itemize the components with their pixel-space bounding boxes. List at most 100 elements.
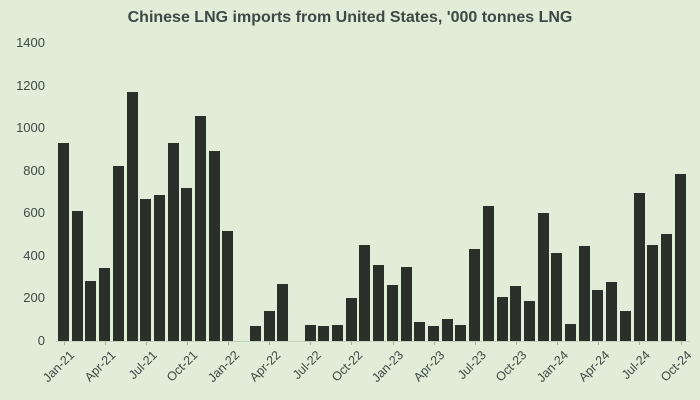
bar-slot <box>496 43 508 341</box>
bar-slot <box>427 43 439 341</box>
bar <box>373 265 385 341</box>
x-tick-label: Jan-24 <box>534 348 571 385</box>
bar <box>345 298 357 341</box>
x-tick-mark <box>639 342 641 345</box>
bar-slot <box>345 43 357 341</box>
y-tick-label: 400 <box>23 247 45 263</box>
x-tick-label: Jan-23 <box>369 348 407 385</box>
bar-slot <box>263 43 275 341</box>
bar <box>112 166 124 341</box>
bar <box>249 326 261 341</box>
y-tick-label: 1000 <box>16 120 45 136</box>
bar-slot <box>126 43 138 341</box>
x-tick-label: Apr-21 <box>82 348 119 385</box>
x-tick-label: Jul-23 <box>454 348 489 382</box>
bar-slot <box>537 43 549 341</box>
x-tick-mark <box>680 342 682 345</box>
bar-series <box>58 43 686 341</box>
y-tick-label: 600 <box>23 205 45 221</box>
x-tick-mark <box>104 342 106 345</box>
bar-slot <box>359 43 371 341</box>
bar <box>318 326 330 341</box>
bar <box>140 199 152 341</box>
bar <box>482 205 494 341</box>
bar <box>85 281 97 341</box>
bar <box>619 311 631 341</box>
x-tick-label: Jan-22 <box>204 348 242 385</box>
bar <box>565 323 577 341</box>
bar-slot <box>619 43 631 341</box>
bar <box>510 285 522 341</box>
bar-slot <box>606 43 618 341</box>
y-tick-label: 200 <box>23 290 45 306</box>
x-tick-label: Jul-22 <box>290 348 325 382</box>
bar-slot <box>510 43 522 341</box>
bar-slot <box>208 43 220 341</box>
bar-slot <box>674 43 686 341</box>
bar <box>277 283 289 341</box>
bar <box>304 325 316 341</box>
x-tick-mark <box>228 342 230 345</box>
bar <box>578 246 590 341</box>
x-tick-mark <box>351 342 353 345</box>
bar-slot <box>551 43 563 341</box>
x-tick-label: Jul-24 <box>619 348 654 382</box>
bar <box>523 300 535 341</box>
bar <box>99 267 111 341</box>
x-tick-mark <box>598 342 600 345</box>
bar-slot <box>181 43 193 341</box>
x-tick-mark <box>145 342 147 345</box>
x-tick-mark <box>63 342 65 345</box>
bar <box>222 231 234 341</box>
bar-slot <box>482 43 494 341</box>
bar-slot <box>99 43 111 341</box>
bar <box>332 325 344 341</box>
x-tick-mark <box>310 342 312 345</box>
bar-slot <box>236 43 247 341</box>
bar-slot <box>633 43 645 341</box>
bar-slot <box>167 43 179 341</box>
x-tick-mark <box>392 342 394 345</box>
bar <box>153 195 165 341</box>
bar-slot <box>469 43 481 341</box>
bar-slot <box>195 43 207 341</box>
bar-slot <box>578 43 590 341</box>
y-tick-label: 800 <box>23 162 45 178</box>
bar-slot <box>304 43 316 341</box>
x-tick-label: Apr-23 <box>411 348 448 385</box>
bar <box>71 211 83 341</box>
x-tick-label: Oct-22 <box>328 348 366 385</box>
x-tick-label: Jan-21 <box>40 348 78 385</box>
x-tick-mark <box>474 342 476 345</box>
bar-slot <box>318 43 330 341</box>
bar-slot <box>249 43 261 341</box>
bar-slot <box>85 43 97 341</box>
bar <box>660 233 672 341</box>
bar <box>167 143 179 341</box>
bar-slot <box>455 43 467 341</box>
bar-slot <box>565 43 577 341</box>
bar <box>414 321 426 341</box>
bar-slot <box>660 43 672 341</box>
bar <box>455 325 467 341</box>
x-tick-mark <box>557 342 559 345</box>
bar-slot <box>523 43 535 341</box>
x-tick-label: Jul-21 <box>125 348 160 382</box>
x-tick-mark <box>433 342 435 345</box>
bar-slot <box>441 43 453 341</box>
bar-slot <box>222 43 234 341</box>
bar <box>633 193 645 341</box>
bar <box>58 143 69 341</box>
bar <box>469 249 481 341</box>
bar-slot <box>400 43 412 341</box>
bar <box>126 91 138 341</box>
bar-slot <box>592 43 604 341</box>
x-tick-mark <box>186 342 188 345</box>
bar-slot <box>140 43 152 341</box>
x-tick-label: Oct-21 <box>164 348 201 385</box>
bar <box>606 282 618 341</box>
bar <box>195 116 207 341</box>
bar <box>674 173 686 341</box>
bar <box>427 326 439 341</box>
